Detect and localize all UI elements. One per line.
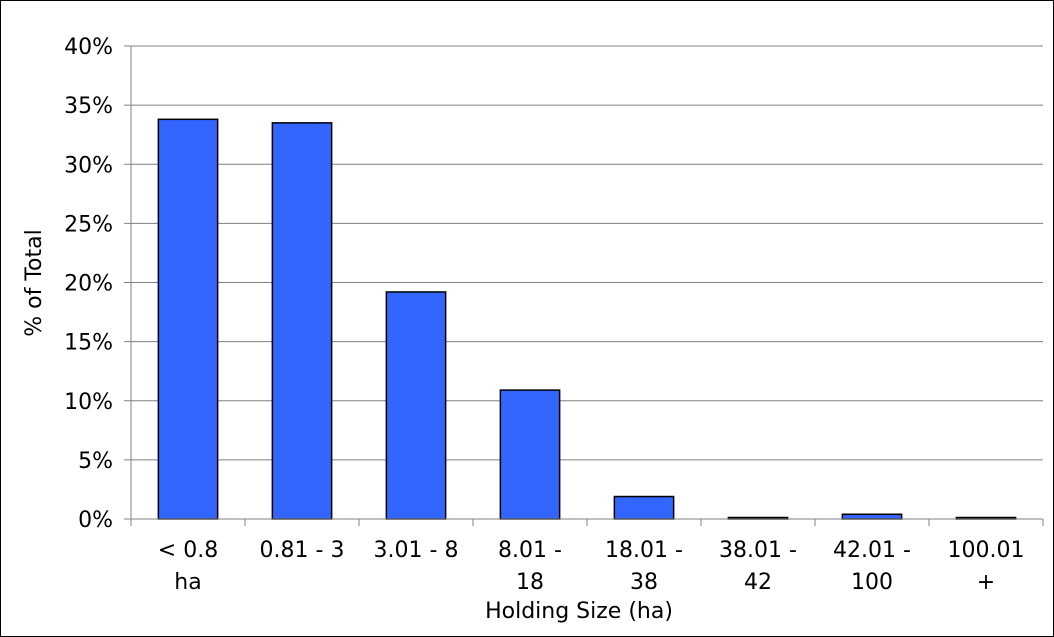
- gridlines: [131, 45, 1043, 461]
- bar: [385, 291, 447, 520]
- x-category-label: 18.01 -38: [605, 538, 683, 595]
- bar: [499, 389, 561, 520]
- y-tick-labels: 0% 5% 10% 15% 20% 25% 30% 35% 40%: [64, 35, 113, 533]
- bar: [157, 118, 219, 520]
- x-category-label: 0.81 - 3: [260, 538, 345, 563]
- y-tick-label: 5%: [78, 449, 113, 474]
- bar: [841, 513, 903, 520]
- x-category-label: 8.01 -18: [498, 538, 562, 595]
- bars: [157, 118, 1017, 520]
- y-tick-label: 0%: [78, 508, 113, 533]
- bar: [613, 495, 675, 520]
- y-axis-title: % of Total: [22, 229, 47, 336]
- y-tick-label: 35%: [64, 94, 113, 119]
- x-category-labels: < 0.8 ha 0.81 - 3 3.01 - 8 8.01 -18 18.01 -38…: [158, 538, 1025, 595]
- y-tick-label: 10%: [64, 390, 113, 415]
- x-category-label: 100.01 +: [948, 538, 1025, 595]
- x-axis-title: Holding Size (ha): [485, 599, 673, 624]
- y-tick-label: 20%: [64, 272, 113, 297]
- x-category-label: 42.01 -100: [833, 538, 911, 595]
- y-tick-label: 40%: [64, 35, 113, 60]
- bar: [271, 122, 333, 520]
- axes: [124, 45, 1044, 526]
- x-category-label: < 0.8 ha: [158, 538, 218, 595]
- x-category-label: 38.01 -42: [719, 538, 797, 595]
- x-category-label: 3.01 - 8: [374, 538, 459, 563]
- y-tick-label: 30%: [64, 153, 113, 178]
- y-tick-label: 15%: [64, 331, 113, 356]
- y-tick-label: 25%: [64, 212, 113, 237]
